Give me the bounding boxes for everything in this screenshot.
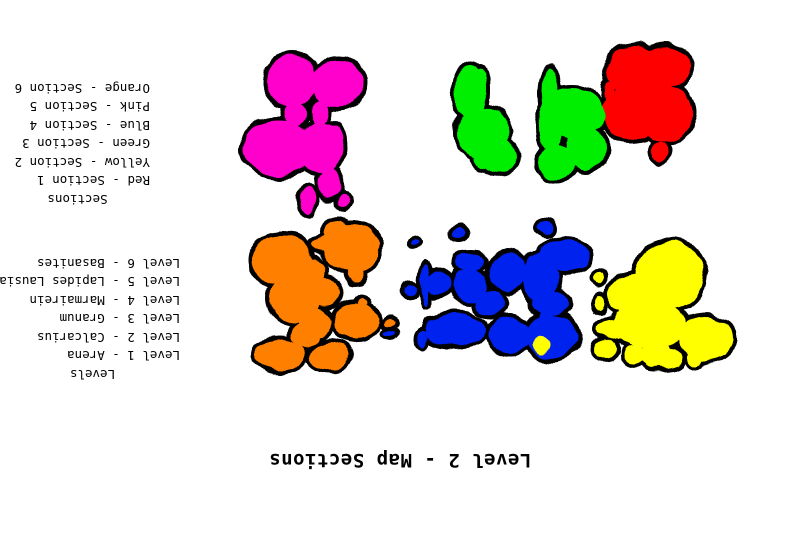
level-2-label: Level 2 - Calcarius [37,330,180,345]
level-4-label: Level 4 - Marmairein [29,293,180,308]
level-5-label: Level 5 - Lapides Lausiae [0,274,180,290]
section-orange-label: Orange - Section 6 [14,81,150,96]
level-3-label: Level 3 - Granum [59,311,180,327]
section-yellow [593,242,733,368]
level-1-label: Level 1 - Arena [67,348,180,364]
section-red [602,46,693,161]
section-pink [243,55,363,215]
section-yellow-label: Yellow - Section 2 [14,155,150,170]
section-blue [384,222,590,359]
section-pink-label: Pink - Section 5 [29,99,150,115]
sections-legend: Sections Red - Section 1 Yellow - Sectio… [5,79,150,209]
levels-heading: Levels [69,367,116,382]
map-fill [243,46,733,370]
levels-legend: Levels Level 1 - Arena Level 2 - Calcari… [0,254,180,384]
section-green [454,65,605,181]
section-green-label: Green - Section 3 [22,136,150,152]
section-red-label: Red - Section 1 [37,173,150,189]
section-orange [252,221,380,370]
section-blue-label: Blue - Section 4 [29,118,150,133]
section-corridors [338,195,605,353]
map-title: Level 2 - Map Sections [268,449,532,471]
level-6-label: Level 6 - Basanites [37,256,180,271]
sections-heading: Sections [47,192,108,207]
